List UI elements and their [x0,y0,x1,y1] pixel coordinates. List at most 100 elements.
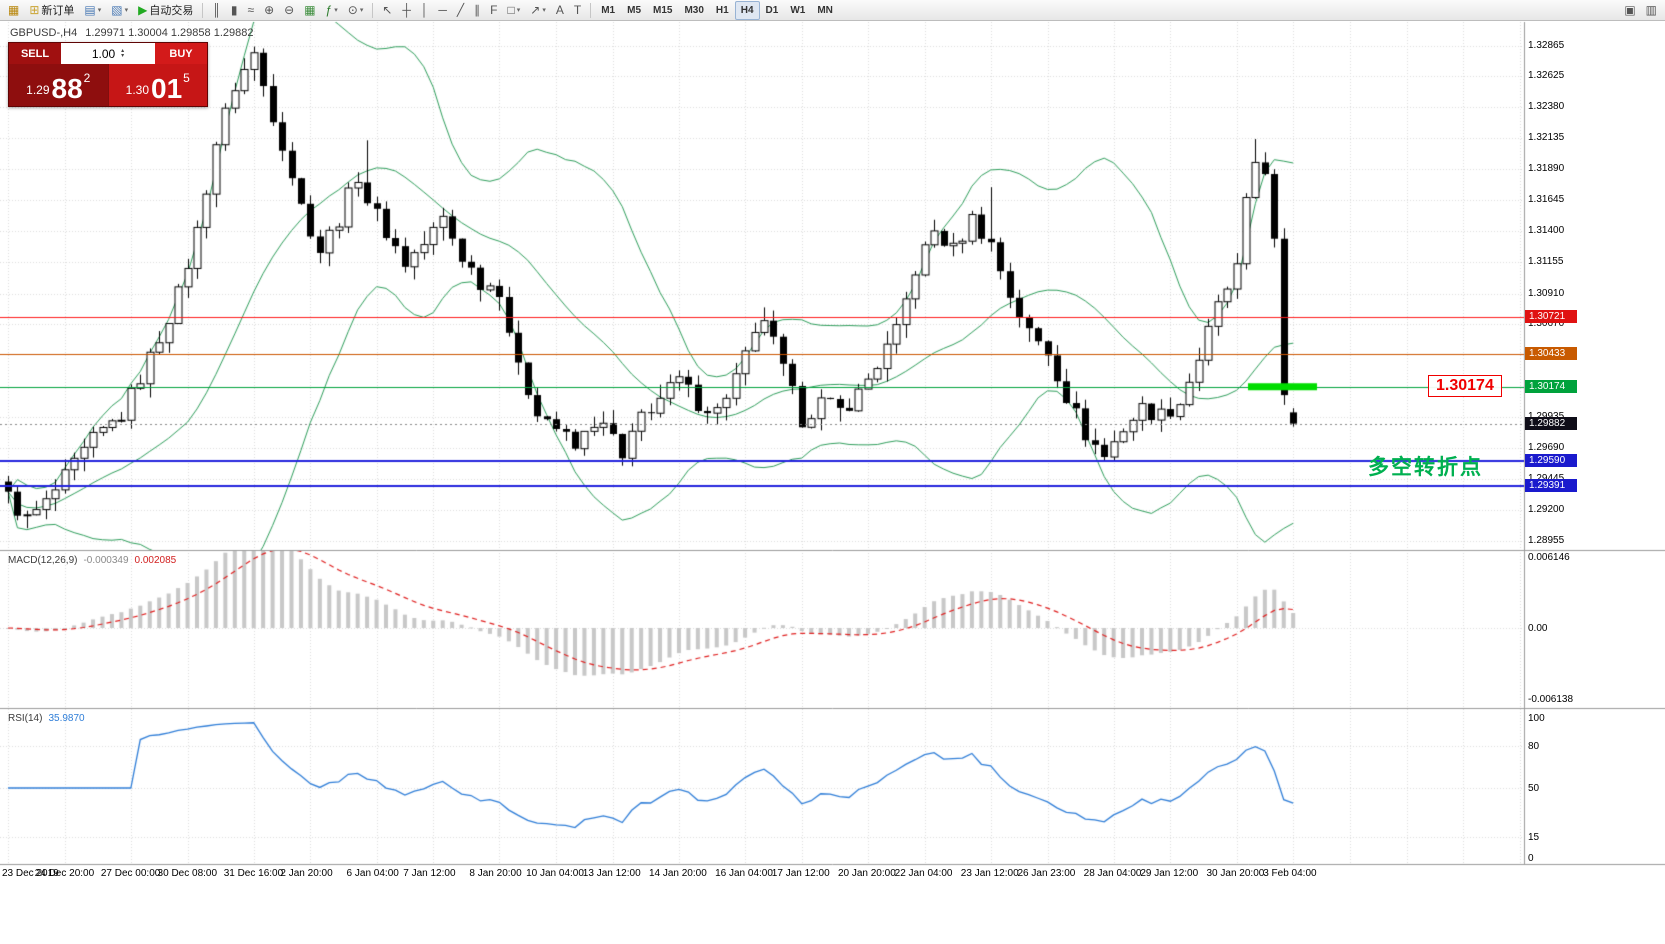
new-order-icon: ⊞ [29,3,40,17]
timeframe-h1[interactable]: H1 [710,1,735,20]
window-cascade-button[interactable]: ▣ [1619,1,1640,20]
toolbar-separator [590,2,592,18]
label-button[interactable]: T [569,1,586,20]
channel-button[interactable]: ∥ [469,1,485,20]
trendline-button[interactable]: ╱ [452,1,469,20]
sell-price-base: 1.29 [26,83,50,97]
zoom-in-button[interactable]: ⊕ [259,1,279,20]
cursor-button[interactable]: ↖ [377,1,397,20]
text-icon: A [555,3,564,17]
sell-price[interactable]: 1.29 88 2 [9,64,108,106]
line-chart-icon: ≈ [247,3,255,17]
buy-price-base: 1.30 [125,83,149,97]
bar-chart-icon: ║ [212,3,221,17]
timeframe-m1[interactable]: M1 [595,1,621,20]
fibonacci-button[interactable]: F [485,1,502,20]
new-order-button[interactable]: ⊞ 新订单 [24,1,79,20]
vertical-line-button[interactable]: │ [416,1,434,20]
new-chart-button[interactable]: ▦ [3,1,24,20]
periods-button[interactable]: ⊙ ▾ [343,1,369,20]
sell-price-pipette: 2 [83,71,91,85]
macd-signal-value: 0.002085 [134,555,177,566]
charts-menu-icon: ▤ [84,3,96,17]
toolbar-group-objects: ↖ ┼ │ ─ ╱ ∥ F □ ▾ ↗ ▾ A T [377,0,586,20]
buy-button[interactable]: BUY [155,43,207,64]
window-tile-button[interactable]: ▥ [1641,1,1662,20]
ohlc-values: 1.29971 1.30004 1.29858 1.29882 [85,27,254,39]
profiles-icon: ▧ [111,3,123,17]
main-toolbar: ▦ ⊞ 新订单 ▤ ▾ ▧ ▾ ▶ 自动交易 ║ ▮ ≈ ⊕ ⊖ [0,0,1665,21]
indicators-button[interactable]: ƒ ▾ [321,1,343,20]
spin-up-icon[interactable]: ▴ [121,47,125,54]
candlestick-chart-icon: ▮ [230,3,238,17]
toolbar-separator [372,2,374,18]
new-chart-icon: ▦ [8,3,20,17]
timeframe-h4[interactable]: H4 [734,0,760,20]
zoom-out-button[interactable]: ⊖ [279,1,299,20]
bar-chart-button[interactable]: ║ [207,1,226,20]
periods-icon: ⊙ [347,3,358,17]
trendline-icon: ╱ [456,3,465,17]
shapes-icon: □ [507,3,515,17]
candlestick-chart-button[interactable]: ▮ [226,1,243,20]
buy-price-big: 01 [151,73,183,105]
sell-price-big: 88 [51,73,83,105]
buy-price[interactable]: 1.30 01 5 [107,64,207,106]
chevron-down-icon: ▾ [359,7,364,14]
horizontal-line-icon: ─ [438,3,447,17]
crosshair-icon: ┼ [402,3,411,17]
price-callout-label[interactable]: 1.30174 [1428,375,1502,397]
arrows-button[interactable]: ↗ ▾ [525,1,551,20]
chevron-down-icon: ▾ [124,7,129,14]
text-button[interactable]: A [551,1,569,20]
toolbar-group-main: ▦ ⊞ 新订单 ▤ ▾ ▧ ▾ ▶ 自动交易 [3,0,198,20]
volume-value: 1.00 [91,46,116,61]
symbol-title: GBPUSD-,H4 [10,27,78,39]
shapes-button[interactable]: □ ▾ [503,1,526,20]
timeframe-mn[interactable]: MN [811,1,839,20]
timeframe-d1[interactable]: D1 [760,1,785,20]
arrows-icon: ↗ [530,3,541,17]
vertical-line-icon: │ [420,3,429,17]
label-icon: T [573,3,582,17]
volume-stepper[interactable]: ▴ ▾ [121,47,125,59]
macd-main-value: -0.000349 [83,555,129,566]
rsi-title-text: RSI(14) [8,713,43,724]
profiles-button[interactable]: ▧ ▾ [106,1,133,20]
autotrading-button[interactable]: ▶ 自动交易 [133,1,198,20]
tile-windows-icon: ▦ [304,3,316,17]
horizontal-line-button[interactable]: ─ [433,1,452,20]
fibonacci-icon: F [490,3,498,17]
timeframe-w1[interactable]: W1 [784,1,811,20]
toolbar-separator [202,2,204,18]
crosshair-button[interactable]: ┼ [397,1,416,20]
window-cascade-icon: ▣ [1624,3,1636,17]
chart-symbol-ohlc: GBPUSD-,H4 1.29971 1.30004 1.29858 1.298… [10,27,253,39]
chevron-down-icon: ▾ [542,7,546,14]
charts-menu-button[interactable]: ▤ ▾ [79,1,106,20]
window-tile-icon: ▥ [1645,3,1657,17]
rsi-indicator-label: RSI(14) 35.9870 [8,713,85,724]
indicators-icon: ƒ [325,3,333,17]
channel-icon: ∥ [474,3,481,17]
timeframe-m5[interactable]: M5 [621,1,647,20]
one-click-trading-panel: SELL 1.00 ▴ ▾ BUY 1.29 88 2 1.30 01 5 [8,42,208,107]
turning-point-annotation[interactable]: 多空转折点 [1368,456,1483,479]
macd-indicator-label: MACD(12,26,9) -0.000349 0.002085 [8,555,176,566]
cursor-icon: ↖ [382,3,393,17]
volume-field[interactable]: 1.00 ▴ ▾ [61,43,155,64]
sell-button[interactable]: SELL [9,43,61,64]
spin-down-icon[interactable]: ▾ [121,52,125,59]
line-chart-button[interactable]: ≈ [242,1,259,20]
toolbar-group-chart: ║ ▮ ≈ ⊕ ⊖ ▦ ƒ ▾ ⊙ ▾ [207,0,368,20]
chevron-down-icon: ▾ [516,7,521,14]
tile-windows-button[interactable]: ▦ [299,1,320,20]
timeframe-m15[interactable]: M15 [647,1,678,20]
buy-price-pipette: 5 [183,71,190,85]
toolbar-group-windows: ▣ ▥ [1619,1,1662,20]
zoom-in-icon: ⊕ [264,3,275,17]
chevron-down-icon: ▾ [97,7,102,14]
timeframe-m30[interactable]: M30 [678,1,709,20]
